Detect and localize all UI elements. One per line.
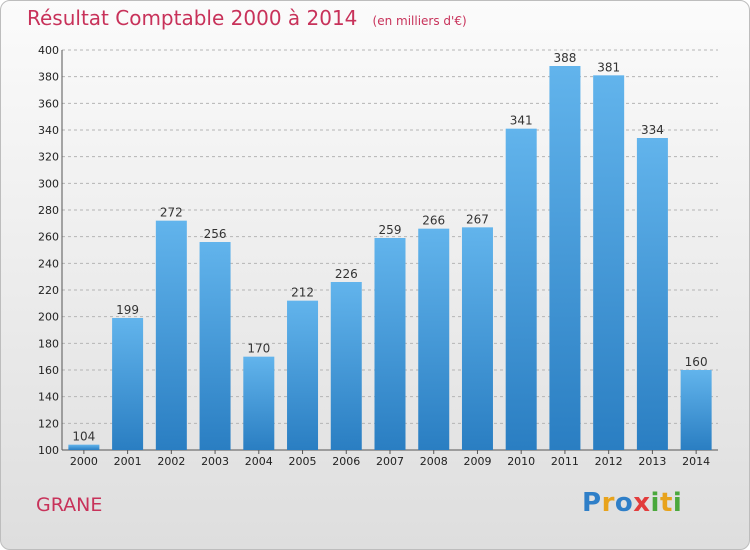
bar-2007 bbox=[374, 238, 406, 450]
proxiti-logo: Proxiti bbox=[582, 488, 682, 518]
logo-letter: r bbox=[601, 488, 615, 518]
bar-2009 bbox=[461, 227, 493, 450]
bars bbox=[68, 66, 712, 450]
bar-2004 bbox=[243, 356, 275, 450]
x-tick-label-2004: 2004 bbox=[245, 455, 273, 468]
y-tick-label: 180 bbox=[38, 337, 59, 350]
logo-letter: o bbox=[614, 488, 634, 518]
value-label-2004: 170 bbox=[247, 342, 270, 356]
bar-2012 bbox=[593, 75, 625, 450]
value-label-2000: 104 bbox=[72, 430, 95, 444]
x-tick-label-2010: 2010 bbox=[507, 455, 535, 468]
y-tick-label: 400 bbox=[38, 44, 59, 57]
x-tick-label-2003: 2003 bbox=[201, 455, 229, 468]
bar-2011 bbox=[549, 66, 581, 450]
bar-2001 bbox=[112, 318, 144, 450]
y-tick-label: 140 bbox=[38, 391, 59, 404]
y-tick-label: 220 bbox=[38, 284, 59, 297]
bar-2003 bbox=[199, 242, 231, 450]
logo-letter: P bbox=[582, 488, 602, 518]
commune-label: GRANE bbox=[36, 494, 103, 516]
y-tick-label: 380 bbox=[38, 71, 59, 84]
value-label-2009: 267 bbox=[466, 212, 489, 226]
bar-2000 bbox=[68, 444, 100, 450]
x-tick-label-2005: 2005 bbox=[289, 455, 317, 468]
x-tick-label-2014: 2014 bbox=[682, 455, 710, 468]
chart-header: Résultat Comptable 2000 à 2014 (en milli… bbox=[27, 6, 467, 30]
value-label-2003: 256 bbox=[204, 227, 227, 241]
x-tick-label-2000: 2000 bbox=[70, 455, 98, 468]
bar-2005 bbox=[287, 300, 319, 450]
value-label-2002: 272 bbox=[160, 206, 183, 220]
y-tick-label: 300 bbox=[38, 177, 59, 190]
value-label-2001: 199 bbox=[116, 303, 139, 317]
y-tick-label: 340 bbox=[38, 124, 59, 137]
chart-subtitle: (en milliers d'€) bbox=[372, 14, 467, 28]
bar-2014 bbox=[680, 370, 712, 450]
logo-letter: x bbox=[633, 488, 651, 518]
value-label-2011: 388 bbox=[553, 51, 576, 65]
value-label-2007: 259 bbox=[379, 223, 402, 237]
bar-2002 bbox=[155, 220, 187, 450]
x-tick-label-2007: 2007 bbox=[376, 455, 404, 468]
bar-2008 bbox=[418, 228, 450, 450]
y-tick-label: 320 bbox=[38, 151, 59, 164]
y-tick-label: 160 bbox=[38, 364, 59, 377]
y-tick-label: 260 bbox=[38, 231, 59, 244]
x-tick-label-2012: 2012 bbox=[595, 455, 623, 468]
x-tick-label-2013: 2013 bbox=[638, 455, 666, 468]
x-tick-label-2009: 2009 bbox=[463, 455, 491, 468]
logo-letter: t bbox=[659, 488, 673, 518]
y-tick-label: 360 bbox=[38, 97, 59, 110]
value-label-2008: 266 bbox=[422, 214, 445, 228]
x-tick-label-2011: 2011 bbox=[551, 455, 579, 468]
y-tick-label: 200 bbox=[38, 311, 59, 324]
x-tick-label-2008: 2008 bbox=[420, 455, 448, 468]
value-label-2013: 334 bbox=[641, 123, 664, 137]
y-tick-label: 120 bbox=[38, 417, 59, 430]
x-tick-label-2006: 2006 bbox=[332, 455, 360, 468]
bar-2006 bbox=[330, 282, 362, 450]
value-label-2014: 160 bbox=[685, 355, 708, 369]
logo-letter: i bbox=[650, 488, 660, 518]
logo-letter: i bbox=[672, 488, 683, 518]
value-label-2010: 341 bbox=[510, 114, 533, 128]
x-tick-label-2002: 2002 bbox=[157, 455, 185, 468]
chart-title: Résultat Comptable 2000 à 2014 bbox=[27, 6, 358, 30]
y-tick-label: 240 bbox=[38, 257, 59, 270]
y-tick-label: 100 bbox=[38, 444, 59, 457]
value-label-2012: 381 bbox=[597, 60, 620, 74]
value-label-2006: 226 bbox=[335, 267, 358, 281]
y-tick-label: 280 bbox=[38, 204, 59, 217]
bar-2013 bbox=[636, 138, 668, 450]
labels: 100 120 140 160 180 200 220 240 260 280 300 320 340 3… bbox=[38, 44, 710, 468]
value-label-2005: 212 bbox=[291, 286, 314, 300]
bar-2010 bbox=[505, 128, 537, 450]
x-tick-label-2001: 2001 bbox=[114, 455, 142, 468]
